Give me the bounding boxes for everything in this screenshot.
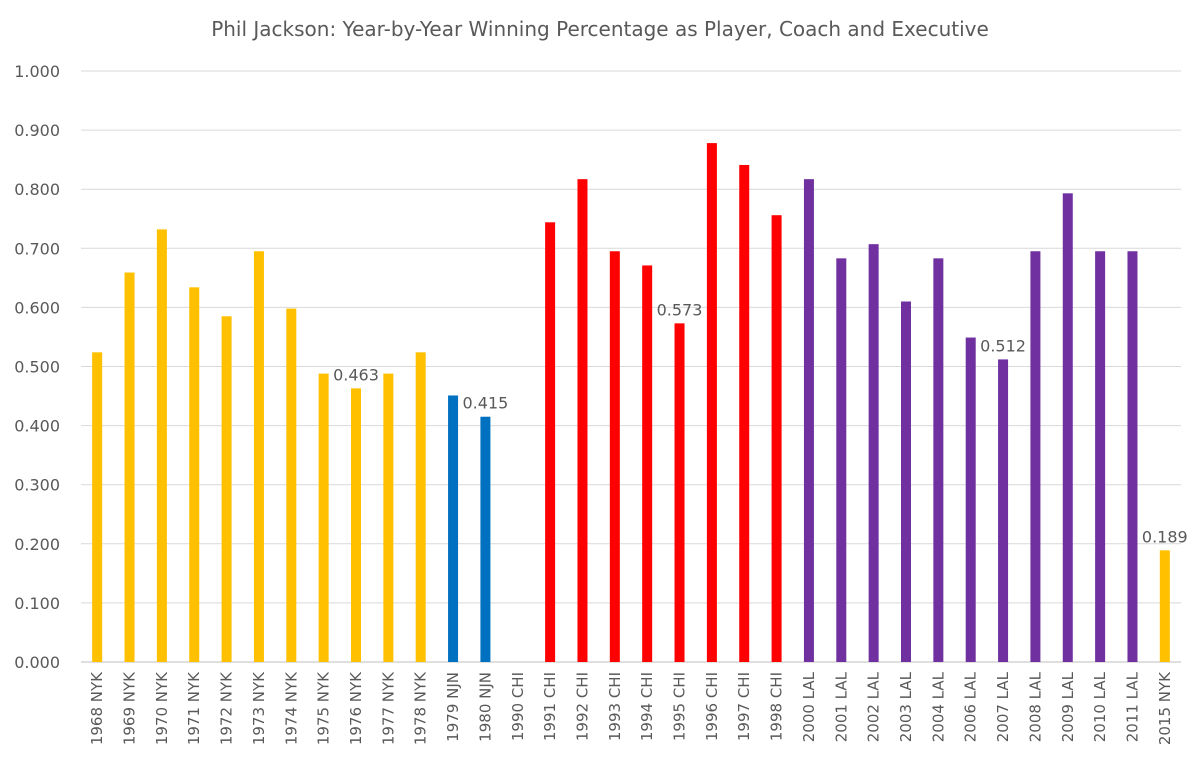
x-tick-label: 2002 LAL bbox=[865, 671, 883, 742]
x-tick-label: 1975 NYK bbox=[315, 671, 333, 745]
x-tick-label: 2009 LAL bbox=[1059, 671, 1077, 742]
x-tick-label: 2000 LAL bbox=[800, 671, 818, 742]
bar bbox=[448, 395, 459, 662]
bar bbox=[901, 301, 911, 662]
data-label: 0.415 bbox=[463, 394, 509, 413]
x-tick-label: 1970 NYK bbox=[153, 671, 171, 745]
bar bbox=[221, 316, 232, 662]
x-tick-label: 1977 NYK bbox=[379, 671, 397, 745]
x-tick-label: 2007 LAL bbox=[994, 671, 1012, 742]
x-tick-label: 1998 CHI bbox=[768, 672, 786, 741]
y-tick-label: 0.500 bbox=[14, 358, 60, 377]
x-tick-label: 1992 CHI bbox=[573, 672, 591, 741]
y-tick-label: 0.200 bbox=[14, 535, 60, 554]
x-tick-label: 1991 CHI bbox=[541, 672, 559, 741]
x-tick-label: 1978 NYK bbox=[412, 671, 430, 745]
bar bbox=[771, 215, 782, 663]
bar bbox=[189, 287, 200, 662]
y-tick-label: 0.700 bbox=[14, 239, 60, 258]
bar bbox=[286, 308, 297, 662]
bar bbox=[836, 258, 847, 662]
bar bbox=[124, 272, 135, 662]
y-tick-label: 0.300 bbox=[14, 476, 60, 495]
x-tick-label: 2006 LAL bbox=[962, 671, 980, 742]
bar bbox=[933, 258, 944, 662]
x-tick-label: 2011 LAL bbox=[1123, 671, 1141, 742]
y-tick-label: 0.000 bbox=[14, 653, 60, 672]
bar bbox=[998, 359, 1009, 662]
x-tick-label: 1974 NYK bbox=[282, 671, 300, 745]
bar bbox=[674, 323, 685, 662]
bar bbox=[383, 373, 394, 662]
x-tick-label: 2001 LAL bbox=[832, 671, 850, 742]
bar bbox=[415, 352, 426, 662]
y-tick-label: 1.000 bbox=[14, 62, 60, 81]
x-tick-label: 2003 LAL bbox=[897, 671, 915, 742]
x-tick-label: 1990 CHI bbox=[509, 672, 527, 741]
bar bbox=[609, 251, 620, 662]
x-tick-label: 1969 NYK bbox=[121, 671, 139, 745]
chart-title: Phil Jackson: Year-by-Year Winning Perce… bbox=[211, 17, 989, 41]
data-label: 0.573 bbox=[657, 300, 703, 319]
data-label: 0.463 bbox=[333, 365, 379, 384]
bar bbox=[318, 373, 329, 662]
x-tick-label: 1980 NJN bbox=[476, 672, 494, 742]
y-tick-label: 0.400 bbox=[14, 417, 60, 436]
y-tick-label: 0.800 bbox=[14, 180, 60, 199]
y-tick-label: 0.900 bbox=[14, 121, 60, 140]
bar bbox=[739, 164, 750, 662]
x-tick-label: 1994 CHI bbox=[638, 672, 656, 741]
bar bbox=[1030, 251, 1041, 662]
bar bbox=[803, 179, 814, 662]
bar bbox=[253, 251, 264, 662]
x-tick-label: 2004 LAL bbox=[929, 671, 947, 742]
x-tick-label: 1996 CHI bbox=[703, 672, 721, 741]
x-tick-label: 1995 CHI bbox=[671, 672, 689, 741]
x-tick-label: 1973 NYK bbox=[250, 671, 268, 745]
data-label: 0.189 bbox=[1142, 527, 1188, 546]
bar bbox=[1095, 251, 1106, 662]
bar bbox=[351, 388, 361, 662]
y-tick-label: 0.600 bbox=[14, 298, 60, 317]
x-tick-label: 1979 NJN bbox=[444, 672, 462, 742]
bar bbox=[706, 143, 717, 663]
x-tick-label: 1993 CHI bbox=[606, 672, 624, 741]
bar bbox=[868, 244, 879, 662]
x-tick-label: 1997 CHI bbox=[735, 672, 753, 741]
bar bbox=[1127, 251, 1138, 662]
x-tick-label: 2008 LAL bbox=[1026, 671, 1044, 742]
x-tick-label: 1976 NYK bbox=[347, 671, 365, 745]
x-tick-label: 2010 LAL bbox=[1091, 671, 1109, 742]
y-tick-label: 0.100 bbox=[14, 594, 60, 613]
bar bbox=[480, 416, 491, 662]
bar bbox=[92, 352, 103, 662]
bar bbox=[1159, 550, 1170, 662]
x-tick-label: 1968 NYK bbox=[88, 671, 106, 745]
x-tick-label: 1971 NYK bbox=[185, 671, 203, 745]
bar bbox=[156, 229, 167, 662]
data-label: 0.512 bbox=[980, 336, 1026, 355]
x-tick-label: 1972 NYK bbox=[218, 671, 236, 745]
bar bbox=[1062, 193, 1073, 662]
bar bbox=[545, 222, 556, 662]
bar bbox=[642, 265, 653, 662]
bar bbox=[577, 179, 588, 662]
x-tick-label: 2015 NYK bbox=[1156, 671, 1174, 745]
bar bbox=[965, 337, 976, 662]
